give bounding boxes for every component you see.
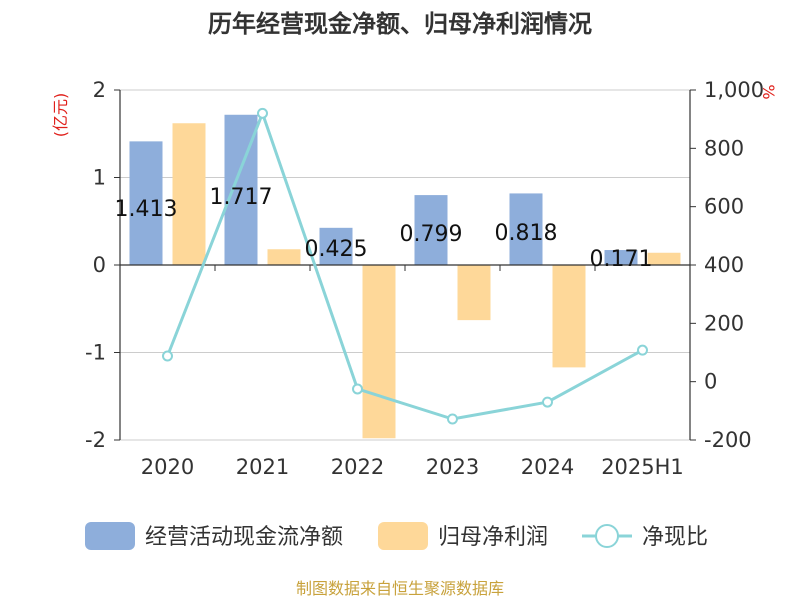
bar [172,123,206,265]
x-tick-label: 2024 [521,455,574,479]
right-tick-label: 200 [704,311,744,335]
data-label: 0.425 [305,237,368,262]
legend: 经营活动现金流净额 归母净利润 净现比 [85,522,708,550]
legend-label: 经营活动现金流净额 [145,525,343,550]
x-tick-label: 2025H1 [601,455,684,479]
bar [129,141,163,265]
legend-swatch [85,522,135,550]
right-tick-label: 600 [704,195,744,219]
tick-labels: -2 -1 0 1 2 -200 0 200 400 600 800 1,000 2020 2021 202… [85,78,764,479]
data-label: 1.413 [115,197,178,222]
data-label: 0.818 [495,221,558,246]
left-tick-label: -1 [85,341,106,365]
legend-swatch [378,522,428,550]
left-axis-unit: (亿元) [51,93,70,138]
bar [604,250,638,265]
legend-marker [595,524,619,548]
x-tick-label: 2020 [141,455,194,479]
right-tick-label: 400 [704,253,744,277]
line-point [637,344,648,356]
data-label: 0.171 [590,247,653,272]
right-tick-label: -200 [704,428,752,452]
x-tick-label: 2021 [236,455,289,479]
line-point [162,350,173,362]
left-tick-label: -2 [85,428,106,452]
x-tick-label: 2022 [331,455,384,479]
bar [457,265,491,321]
left-tick-label: 2 [93,78,106,102]
line-series [162,107,648,425]
line-point [352,383,363,395]
left-tick-label: 0 [93,253,106,277]
bar [267,249,301,265]
line-point [257,107,268,119]
line-point [447,413,458,425]
data-labels: 1.413 1.717 0.425 0.799 0.818 0.171 [115,185,653,272]
bar [319,227,353,265]
right-tick-label: 1,000 [704,78,764,102]
line-point [542,396,553,408]
data-label: 0.799 [400,222,463,247]
right-tick-label: 800 [704,136,744,160]
axes [114,89,696,441]
bar [552,265,586,368]
x-tick-label: 2023 [426,455,479,479]
legend-label: 归母净利润 [438,525,548,550]
line-path [166,108,644,421]
data-label: 1.717 [210,185,273,210]
left-tick-label: 1 [93,166,106,190]
right-tick-label: 0 [704,370,717,394]
legend-label: 净现比 [642,525,708,550]
chart-title: 历年经营现金净额、归母净利润情况 [208,10,592,38]
bar-series [129,114,681,439]
right-axis-unit: % [759,84,778,99]
bar [509,193,543,265]
bar [362,265,396,439]
source-note: 制图数据来自恒生聚源数据库 [296,579,504,598]
bar [647,252,681,265]
bar [414,195,448,265]
